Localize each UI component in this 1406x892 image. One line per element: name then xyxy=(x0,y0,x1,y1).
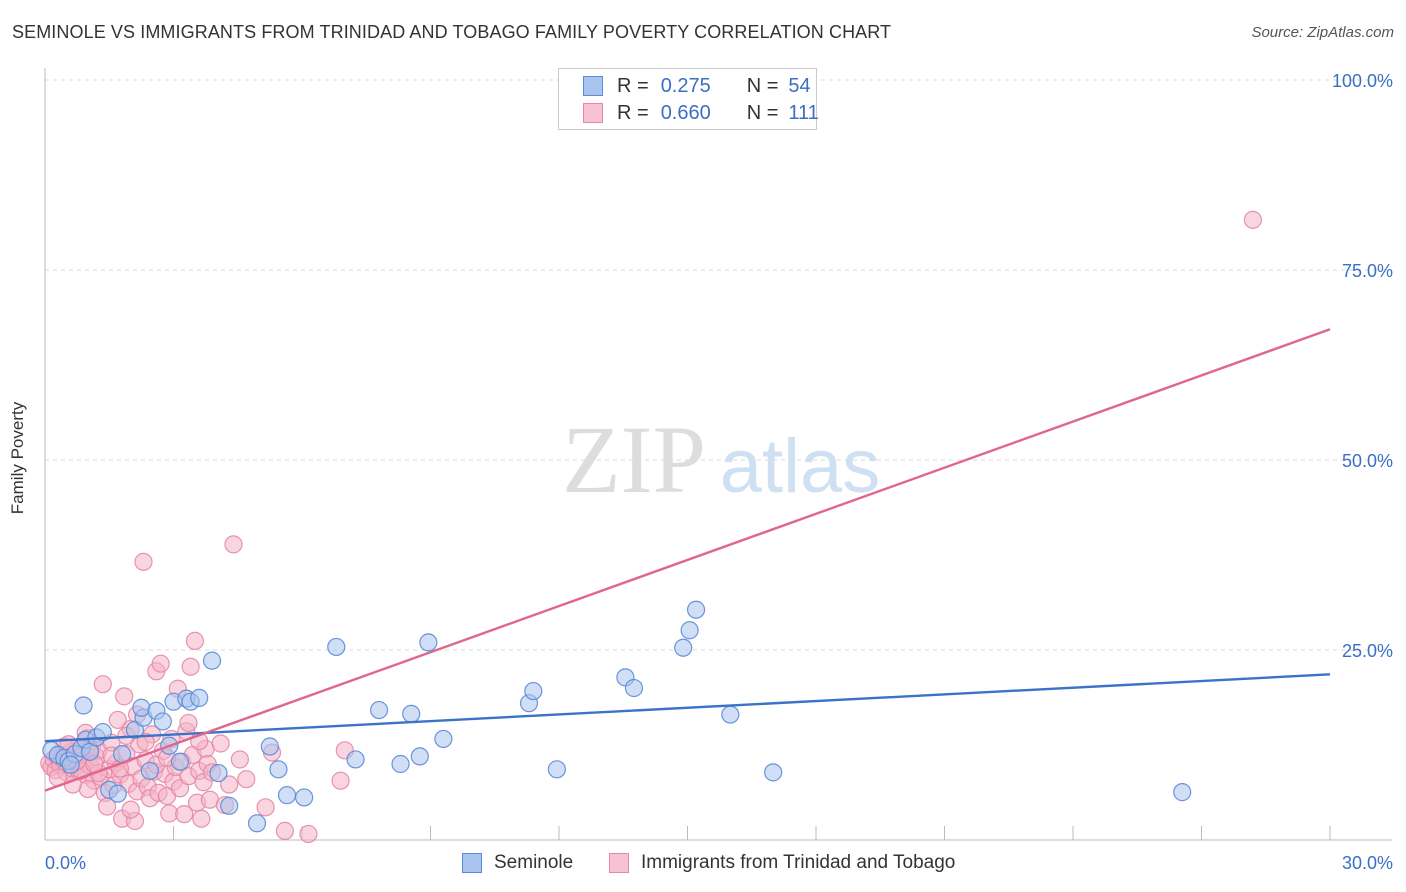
point-seminole xyxy=(721,705,740,724)
x-tick-label: 0.0% xyxy=(45,853,86,873)
tick-labels: 25.0% 50.0% 75.0% 100.0% 0.0% 30.0% xyxy=(45,71,1393,873)
point-trinidad xyxy=(175,805,194,824)
point-trinidad xyxy=(299,824,318,844)
watermark-zip: ZIP xyxy=(562,406,706,513)
y-tick-label: 100.0% xyxy=(1332,71,1393,91)
point-trinidad xyxy=(224,535,243,554)
point-trinidad xyxy=(136,732,155,752)
point-seminole xyxy=(295,788,314,807)
point-seminole xyxy=(524,681,543,701)
point-trinidad xyxy=(151,654,170,673)
legend-r-value: 0.275 xyxy=(660,74,711,97)
point-trinidad xyxy=(108,710,127,730)
legend-n-value: 54 xyxy=(788,74,811,97)
point-seminole xyxy=(132,698,151,717)
point-trinidad xyxy=(331,771,350,790)
series-legend: Seminole Immigrants from Trinidad and To… xyxy=(0,852,1406,878)
legend-swatch-pink xyxy=(583,103,603,123)
point-seminole xyxy=(190,688,209,707)
point-seminole xyxy=(108,784,127,803)
watermark: ZIP atlas xyxy=(562,406,880,513)
legend-n-label: N = xyxy=(746,101,779,124)
point-seminole xyxy=(93,722,112,742)
series-seminole-points xyxy=(42,600,1192,833)
legend-r-label: R = xyxy=(617,101,649,124)
point-trinidad xyxy=(220,775,239,794)
point-seminole xyxy=(220,796,239,815)
point-trinidad xyxy=(121,800,140,819)
point-seminole xyxy=(202,651,222,670)
point-trinidad xyxy=(275,821,294,840)
point-trinidad xyxy=(1243,210,1263,229)
point-seminole xyxy=(680,621,699,640)
y-axis-label: Family Poverty xyxy=(8,401,27,515)
y-tick-label: 75.0% xyxy=(1342,261,1393,281)
point-trinidad xyxy=(78,779,97,799)
source-label: Source: ZipAtlas.com xyxy=(1251,24,1394,41)
point-trinidad xyxy=(179,713,198,733)
point-trinidad xyxy=(230,750,249,769)
chart-title: SEMINOLE VS IMMIGRANTS FROM TRINIDAD AND… xyxy=(12,22,892,42)
point-seminole xyxy=(327,637,346,657)
point-trinidad xyxy=(93,675,112,694)
legend-item-trinidad: Immigrants from Trinidad and Tobago xyxy=(609,852,955,874)
point-seminole xyxy=(209,764,228,783)
point-seminole xyxy=(170,752,190,771)
point-trinidad xyxy=(211,734,230,753)
trend-line-seminole xyxy=(44,673,1331,743)
point-trinidad xyxy=(115,687,134,706)
legend-label-seminole: Seminole xyxy=(494,852,574,873)
point-seminole xyxy=(434,729,453,749)
point-trinidad xyxy=(256,798,275,817)
legend-r-value: 0.660 xyxy=(660,101,711,124)
legend-row-trinidad: R = 0.660 N = 111 xyxy=(583,101,819,124)
legend-row-seminole: R = 0.275 N = 54 xyxy=(583,74,811,97)
point-seminole xyxy=(391,754,410,774)
point-trinidad xyxy=(237,770,256,789)
point-seminole xyxy=(402,704,421,723)
legend-item-seminole: Seminole xyxy=(462,852,573,874)
point-seminole xyxy=(410,747,429,766)
y-tick-label: 50.0% xyxy=(1342,451,1393,471)
point-seminole xyxy=(547,760,566,779)
watermark-atlas: atlas xyxy=(720,424,881,509)
grid-lines xyxy=(45,79,1392,651)
point-seminole xyxy=(153,712,172,731)
point-seminole xyxy=(764,763,783,782)
axes xyxy=(44,68,1392,841)
x-tick-label: 30.0% xyxy=(1342,853,1393,873)
point-seminole xyxy=(674,638,693,657)
correlation-legend: R = 0.275 N = 54 R = 0.660 N = 111 xyxy=(558,68,819,130)
point-seminole xyxy=(247,814,267,833)
legend-swatch-blue xyxy=(462,853,482,873)
trend-lines xyxy=(44,328,1331,792)
point-seminole xyxy=(260,737,279,756)
trend-line-trinidad xyxy=(44,328,1331,792)
point-seminole xyxy=(686,600,706,619)
point-seminole xyxy=(419,633,438,652)
legend-r-label: R = xyxy=(617,74,649,97)
legend-swatch-blue xyxy=(583,76,603,96)
point-seminole xyxy=(74,696,93,715)
point-seminole xyxy=(624,678,644,698)
point-seminole xyxy=(277,786,297,805)
point-seminole xyxy=(346,750,365,769)
point-seminole xyxy=(1173,783,1192,802)
point-trinidad xyxy=(192,809,211,828)
point-seminole xyxy=(370,700,389,720)
legend-n-label: N = xyxy=(746,74,779,97)
legend-label-trinidad: Immigrants from Trinidad and Tobago xyxy=(641,852,956,873)
point-seminole xyxy=(61,755,80,774)
point-seminole xyxy=(140,761,160,780)
legend-n-value: 111 xyxy=(788,101,819,124)
point-trinidad xyxy=(185,631,205,650)
point-seminole xyxy=(269,760,288,779)
series-trinidad-points xyxy=(40,210,1263,844)
legend-swatch-pink xyxy=(609,853,629,873)
point-trinidad xyxy=(134,552,153,571)
point-trinidad xyxy=(181,657,200,676)
y-tick-label: 25.0% xyxy=(1342,641,1393,661)
